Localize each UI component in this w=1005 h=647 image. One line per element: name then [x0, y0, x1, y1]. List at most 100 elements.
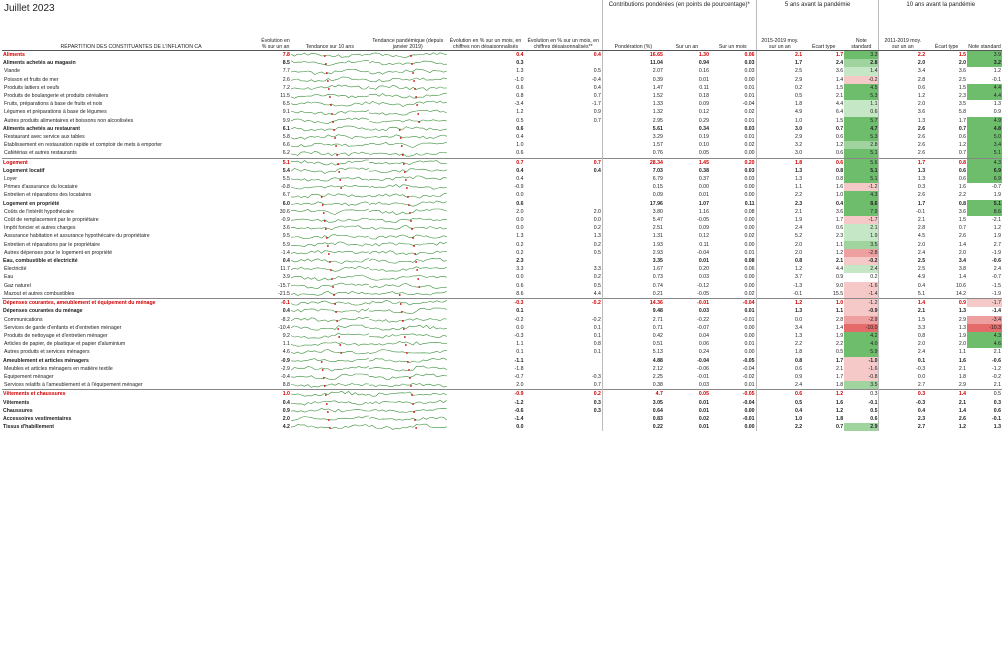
contrib-mom-value: 0.06	[744, 266, 755, 273]
table-row: Loyer 5.5 0.4 6.79 0.37 0.03 1.3 0.8 5.1 1.3 0.6 6.…	[2, 175, 1002, 184]
trend10-sparkline	[290, 389, 369, 399]
pre10-avg-value: 2.6	[878, 141, 927, 150]
yoy-value: -0.4	[280, 373, 290, 380]
table-row: Vêtements et chaussures 1.0 -0.9 0.2 4.7 0.05…	[2, 389, 1002, 399]
pre10-avg-value: 2.1	[878, 307, 927, 316]
yoy-value: 0.9	[282, 407, 290, 414]
contrib-yoy-value: 0.38	[698, 167, 709, 174]
row-label: Légumes et préparations à base de légume…	[4, 109, 107, 116]
trendpan-sparkline	[368, 324, 447, 332]
pre10-z-value: -0.2	[992, 373, 1001, 380]
weight-value: 9.48	[601, 307, 664, 316]
yoy-value: 0.4	[282, 308, 290, 315]
yoy-value: -0.8	[280, 184, 290, 191]
pre10-sd-value: 1.5	[958, 217, 967, 224]
pre10-z-value: 4.4	[967, 83, 1002, 93]
contrib-mom-value: 0.01	[744, 134, 755, 141]
contrib-yoy-value: 0.06	[698, 341, 709, 348]
weight-value: 0.73	[601, 273, 664, 282]
pre10-z-value: -0.7	[992, 184, 1001, 191]
mom-nsa-value: 0.6	[516, 150, 524, 157]
table-row: Aliments achetés au restaurant 6.1 0.6 5.61…	[2, 124, 1002, 134]
pre5-z-value: 5.7	[844, 116, 879, 125]
table-row: Gaz naturel -15.7 0.6 0.5 0.74 -0.12 0.00 -1.3 9…	[2, 281, 1002, 290]
contrib-mom-value: 0.00	[744, 324, 755, 331]
weight-value: 2.12	[601, 364, 664, 373]
pre10-avg-value: 0.0	[878, 372, 927, 382]
pre5-sd-value: 0.6	[803, 157, 845, 167]
pre5-z-value: -1.6	[844, 281, 879, 290]
pre5-avg-value: 1.2	[755, 298, 804, 308]
trendpan-sparkline	[368, 423, 447, 431]
yoy-value: 3.9	[282, 274, 290, 281]
pre5-z-value: 2.8	[844, 59, 879, 68]
contrib-yoy-value: 0.94	[698, 60, 709, 67]
contrib-mom-value: 0.01	[744, 341, 755, 348]
table-row: Aliments 7.8 0.4 0.4 16.65 1.30 0.06 2.1 1.7 3.3 2…	[2, 50, 1002, 60]
row-label: Articles de papier, de plastique et papi…	[4, 341, 126, 348]
pre5-sd-value: 2.1	[835, 365, 844, 372]
pre10-sd-value: 1.2	[958, 142, 967, 149]
pre5-sd-value: 0.6	[835, 150, 844, 157]
weight-value: 16.65	[601, 50, 664, 60]
pre5-sd-value: 2.1	[835, 258, 844, 265]
pre10-z-value: 2.1	[993, 382, 1001, 389]
table-row: Produits de nettoyage et d'entretien mén…	[2, 331, 1002, 341]
contrib-yoy-value: 0.37	[698, 176, 709, 183]
mom-sa-value: 3.3	[593, 266, 601, 273]
pre5-sd-value: 3.6	[835, 208, 844, 215]
row-label: Coût de remplacement par le propriétaire	[4, 217, 99, 224]
yoy-value: 3.6	[282, 225, 290, 232]
pre10-z-value: 4.9	[967, 116, 1002, 125]
contrib-mom-value: 0.03	[744, 176, 755, 183]
weight-value: 1.31	[601, 232, 664, 241]
contrib-yoy-value: 0.03	[698, 274, 709, 281]
row-label: Chaussures	[3, 407, 33, 414]
trend10-sparkline	[290, 216, 369, 224]
table-row: Tissus d'habillement 4.2 0.0 0.22 0.01 0.00 2.…	[2, 423, 1002, 432]
mom-nsa-value: -0.7	[514, 373, 524, 380]
contrib-yoy-value: 0.01	[698, 258, 709, 265]
mom-nsa-value: 0.6	[516, 282, 524, 289]
pre10-sd-value: 1.3	[958, 308, 967, 315]
mom-sa-value: 2.0	[593, 208, 601, 215]
row-label: Logement en propriété	[3, 200, 60, 207]
trendpan-sparkline	[368, 381, 447, 390]
table-row: Eau 3.9 0.0 0.2 0.73 0.03 0.00 3.7 0.9 0.2 4.9 1.4-…	[2, 273, 1002, 282]
table-row: Impôt foncier et autres charges 3.6 0.0 0.2…	[2, 224, 1002, 233]
pre5-sd-value: 0.8	[835, 167, 844, 174]
trend10-sparkline	[290, 133, 369, 141]
row-label: Impôt foncier et autres charges	[4, 225, 76, 232]
contrib-yoy-value: 0.10	[698, 142, 709, 149]
pre5-avg-value: 0.0	[755, 315, 804, 324]
contrib-yoy-value: 0.09	[698, 101, 709, 108]
weight-value: 3.80	[601, 207, 664, 217]
mom-sa-value: 0.8	[593, 341, 601, 348]
mom-nsa-value: -0.9	[514, 184, 524, 191]
pre5-z-value: -1.2	[844, 298, 879, 308]
mom-nsa-value: 0.2	[516, 241, 524, 248]
row-label: Aliments achetés au restaurant	[3, 125, 80, 132]
mom-sa-value	[524, 365, 602, 373]
pre10-z-value: 2.4	[993, 266, 1001, 273]
yoy-value: 4.6	[282, 349, 290, 356]
pre5-sd-value: 6.4	[835, 109, 844, 116]
pre10-z-value: 4.8	[967, 124, 1002, 134]
yoy-value: 0.4	[282, 258, 290, 265]
pre10-sd-value: 1.8	[958, 373, 967, 380]
pre10-sd-value: 1.2	[958, 424, 967, 431]
pre10-avg-value: 5.1	[878, 289, 927, 299]
trendpan-sparkline	[368, 241, 447, 249]
row-label: Dépenses courantes, ameublement et équip…	[2, 298, 261, 308]
contrib-mom-value: 0.02	[744, 109, 755, 116]
weight-value: 0.38	[601, 381, 664, 390]
yoy-value: 6.7	[282, 192, 290, 199]
mom-nsa-value: 2.0	[516, 208, 524, 215]
trendpan-sparkline	[368, 307, 447, 315]
mom-sa-value: 0.7	[593, 93, 601, 100]
table-row: Primes d'assurance du locataire -0.8 -0.9 0…	[2, 183, 1002, 192]
pre10-sd-value: 1.3	[958, 324, 967, 331]
pre5-z-value: -1.0	[844, 356, 879, 365]
mom-nsa-value: 2.0	[516, 382, 524, 389]
